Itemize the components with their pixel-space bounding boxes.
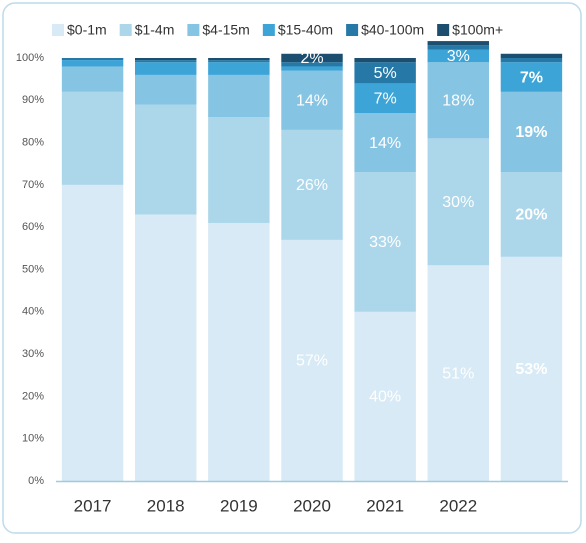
data-label: 2% [300, 50, 323, 67]
bar-segment [500, 53, 563, 58]
data-label: 53% [515, 361, 547, 378]
bar-segment [208, 117, 270, 223]
bar-segment [354, 172, 416, 312]
x-tick-label: 2021 [366, 496, 404, 515]
bar-segment [61, 58, 124, 61]
y-tick-label: 40% [22, 306, 44, 318]
data-label: 51% [442, 365, 474, 382]
legend-marker [52, 24, 64, 36]
bar-segment [134, 104, 197, 215]
bar-segment [61, 184, 124, 481]
bar-segment [354, 311, 416, 481]
bar-segment [500, 91, 563, 173]
legend-label: $40-100m [361, 22, 424, 38]
data-label: 33% [369, 234, 401, 251]
data-label: 18% [442, 93, 474, 110]
legend-label: $1-4m [135, 22, 175, 38]
legend-marker [262, 24, 275, 36]
bar-segment [208, 60, 270, 63]
y-tick-label: 80% [22, 137, 44, 149]
bar-segment [281, 66, 343, 71]
x-tick-label: 2018 [147, 496, 185, 515]
bar-segment [354, 62, 416, 84]
bar-segment [427, 45, 490, 50]
data-label: 30% [442, 194, 474, 211]
legend-marker [346, 24, 359, 36]
y-tick-label: 60% [22, 221, 44, 233]
bar-segment [134, 62, 197, 75]
bar-segment [281, 53, 343, 63]
bar-segment [281, 62, 343, 67]
bar-segment [281, 129, 343, 240]
bar-segment [208, 74, 270, 118]
y-tick-label: 10% [22, 433, 44, 445]
y-tick-label: 20% [22, 390, 44, 402]
data-label: 7% [520, 69, 543, 86]
bar-segment [134, 214, 197, 481]
bar-segment [134, 60, 197, 63]
bar-segment [427, 62, 490, 139]
bar-segment [281, 70, 343, 130]
bar-segment [208, 222, 270, 481]
legend-marker [119, 24, 132, 36]
data-label: 5% [374, 65, 397, 82]
bar-segment [208, 58, 270, 61]
data-label: 14% [296, 93, 328, 110]
data-label: 19% [515, 124, 547, 141]
bar-segment [427, 49, 490, 63]
y-tick-label: 100% [16, 52, 44, 64]
bar-segment [427, 41, 490, 46]
y-tick-label: 90% [22, 94, 44, 106]
legend: $0-1m $1-4m $4-15m $15-40m $40-100m $100m+ [52, 22, 503, 38]
bar-segment [61, 60, 124, 67]
bar-segment [354, 58, 416, 63]
bar-segment [208, 62, 270, 75]
data-label: 26% [296, 177, 328, 194]
bar-segment [61, 66, 124, 92]
data-label: 20% [515, 207, 547, 224]
data-label: 40% [369, 389, 401, 406]
bar-segment [354, 83, 416, 113]
bar-segment [427, 138, 490, 266]
y-tick-label: 0% [28, 475, 44, 487]
data-label: 7% [374, 90, 397, 107]
bar-segment [354, 112, 416, 173]
legend-label: $0-1m [67, 22, 107, 38]
bar-segment [500, 58, 563, 63]
bar-segment [500, 172, 563, 257]
data-label: 3% [447, 48, 470, 65]
x-tick-label: 2020 [293, 496, 331, 515]
bar-segment [281, 239, 343, 481]
x-tick-label: 2019 [220, 496, 258, 515]
bar-segment [61, 91, 124, 185]
bar-segment [427, 265, 490, 481]
data-label: 14% [369, 135, 401, 152]
bar-segment [500, 256, 563, 481]
y-tick-label: 70% [22, 179, 44, 191]
bar-segment [134, 74, 197, 105]
y-tick-label: 30% [22, 348, 44, 360]
x-tick-label: 2022 [439, 496, 477, 515]
legend-label: $4-15m [202, 22, 249, 38]
legend-label: $15-40m [278, 22, 333, 38]
bar-segment [134, 58, 197, 61]
y-tick-label: 50% [22, 263, 44, 275]
x-tick-label: 2017 [74, 496, 112, 515]
data-label: 57% [296, 353, 328, 370]
bar-segment [500, 62, 563, 92]
legend-marker [437, 24, 450, 36]
legend-marker [187, 24, 200, 36]
legend-label: $100m+ [452, 22, 503, 38]
